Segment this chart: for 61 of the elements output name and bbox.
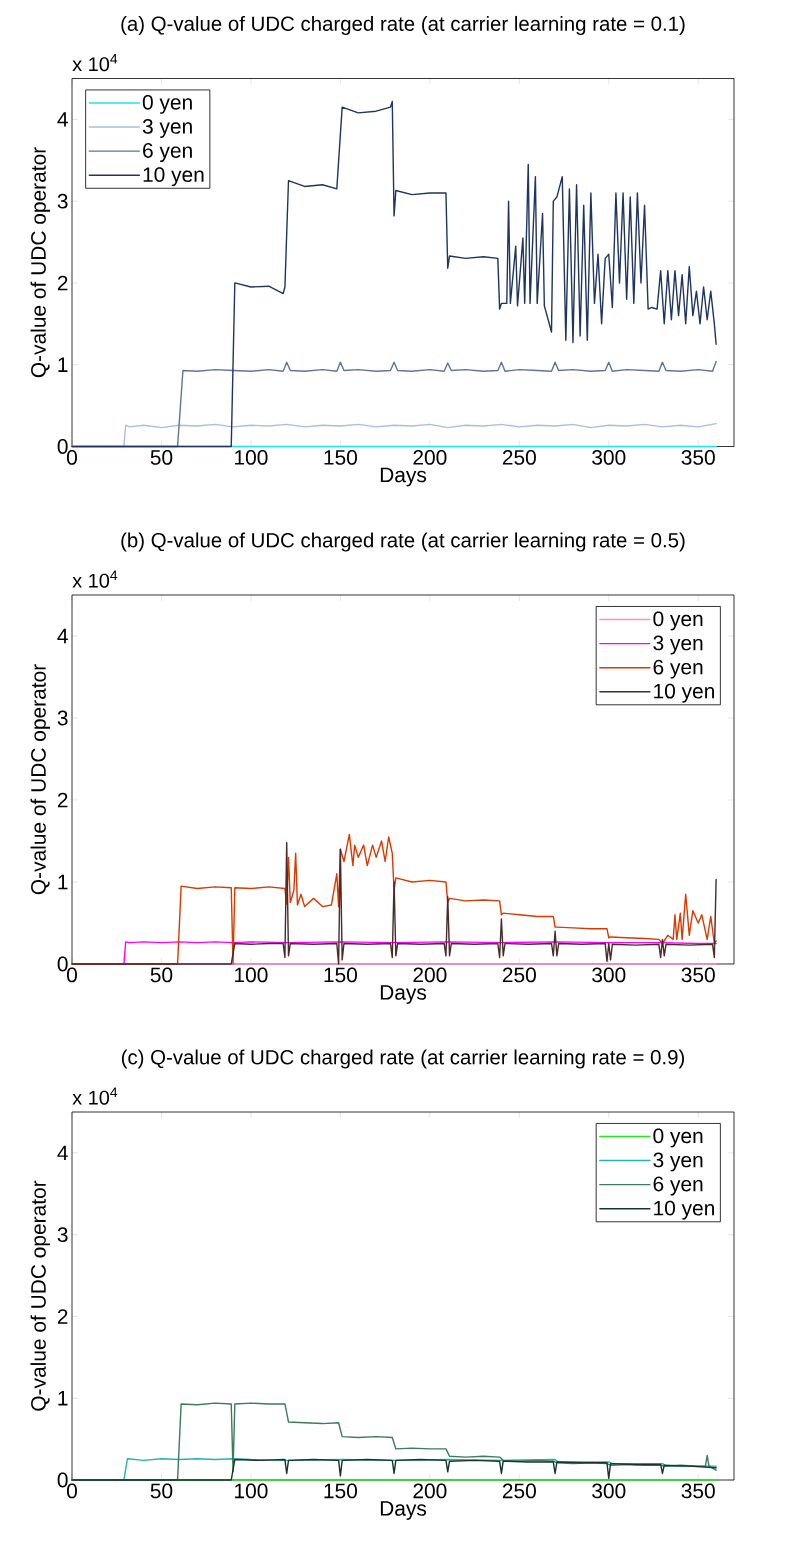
line-series [71, 1458, 717, 1481]
legend-label: 6 yen [143, 143, 192, 163]
x-tick-label: 250 [502, 450, 536, 465]
y-tick-label: 3 [57, 710, 68, 726]
x-axis-title: Days [380, 1501, 427, 1520]
y-tick-label: 3 [57, 193, 68, 209]
x-tick-label: 300 [592, 967, 626, 983]
x-tick-label: 200 [413, 1483, 447, 1499]
y-tick-label: 0 [57, 439, 68, 454]
y-tick-label: 2 [57, 1309, 68, 1324]
legend-label: 3 yen [142, 119, 192, 138]
y-tick-label: 4 [57, 1145, 68, 1161]
x-tick-label: 300 [592, 450, 626, 465]
x-tick-label: 100 [235, 1483, 268, 1499]
x-tick-label: 250 [502, 1483, 536, 1499]
x-tick-label: 350 [681, 967, 715, 983]
x-tick-label: 100 [235, 450, 268, 465]
legend-label: 3 yen [653, 635, 703, 655]
x-tick-label: 300 [592, 1483, 626, 1499]
legend-label: 0 yen [142, 94, 192, 114]
x-tick-label: 200 [413, 967, 447, 983]
legend-label: 3 yen [653, 1152, 703, 1172]
y-tick-label: 0 [57, 1472, 68, 1488]
x-axis-title: Days [380, 985, 427, 1004]
y-tick-label: 0 [57, 956, 68, 972]
y-axis-title: Q-value of UDC operator [30, 664, 51, 895]
y-axis-title: Q-value of UDC operator [30, 1180, 51, 1411]
legend-label: 6 yen [653, 1176, 703, 1196]
x-tick-label: 100 [235, 967, 268, 983]
x-axis-title: Days [380, 467, 427, 487]
y-tick-label: 1 [58, 874, 68, 890]
y-tick-label: 2 [57, 275, 68, 291]
x-tick-label: 350 [681, 1483, 715, 1499]
x-tick-label: 200 [413, 450, 447, 465]
y-tick-label: 3 [57, 1227, 68, 1243]
legend-label: 10 yen [654, 1200, 714, 1220]
legend-label: 10 yen [143, 167, 204, 187]
x-tick-label: 50 [150, 1483, 173, 1499]
chart-title: (a) Q-value of UDC charged rate (at carrier learning rate = 0.1) [121, 15, 685, 35]
legend-label: 0 yen [653, 611, 703, 631]
x-tick-label: 50 [150, 450, 173, 465]
y-axis-title: Q-value of UDC operator [30, 147, 51, 378]
y-tick-label: 1 [58, 1391, 68, 1406]
x-tick-label: 150 [324, 1483, 358, 1499]
y-tick-label: 4 [57, 112, 68, 127]
chart-title: (c) Q-value of UDC charged rate (at carrier learning rate = 0.9) [121, 1049, 684, 1069]
legend-label: 0 yen [653, 1128, 703, 1148]
x-tick-label: 250 [502, 967, 536, 983]
chart-title: (b) Q-value of UDC charged rate (at carrier learning rate = 0.5) [121, 532, 685, 552]
legend-label: 10 yen [654, 683, 714, 703]
text: x 10$^{4}$ [72, 1087, 118, 1105]
y-tick-label: 2 [57, 792, 68, 808]
x-tick-label: 350 [681, 450, 715, 465]
y-tick-label: 4 [57, 628, 68, 644]
x-tick-label: 150 [324, 967, 358, 983]
text: x 10$^{4}$ [72, 54, 118, 72]
x-tick-label: 150 [324, 450, 358, 465]
x-tick-label: 50 [150, 967, 173, 983]
text: x 10$^{4}$ [72, 570, 118, 588]
y-tick-label: 1 [58, 357, 68, 372]
legend-label: 6 yen [653, 659, 703, 679]
